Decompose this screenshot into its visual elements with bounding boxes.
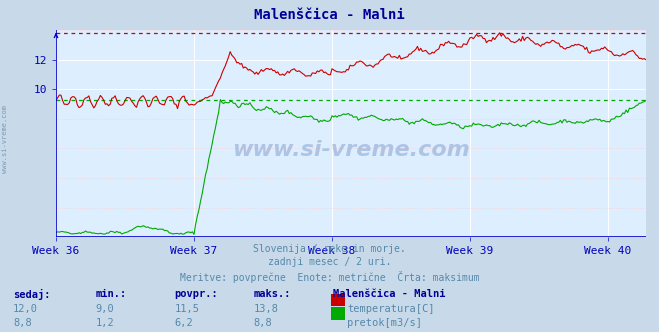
Text: 8,8: 8,8 <box>13 318 32 328</box>
Text: Malenščica - Malni: Malenščica - Malni <box>254 8 405 22</box>
Text: www.si-vreme.com: www.si-vreme.com <box>2 106 9 173</box>
Text: Slovenija / reke in morje.: Slovenija / reke in morje. <box>253 244 406 254</box>
Text: min.:: min.: <box>96 289 127 299</box>
Text: 9,0: 9,0 <box>96 304 114 314</box>
Text: Meritve: povprečne  Enote: metrične  Črta: maksimum: Meritve: povprečne Enote: metrične Črta:… <box>180 271 479 283</box>
Text: sedaj:: sedaj: <box>13 289 51 300</box>
Text: 13,8: 13,8 <box>254 304 279 314</box>
Text: 6,2: 6,2 <box>175 318 193 328</box>
Text: 1,2: 1,2 <box>96 318 114 328</box>
Text: temperatura[C]: temperatura[C] <box>347 304 435 314</box>
Text: maks.:: maks.: <box>254 289 291 299</box>
Text: 12,0: 12,0 <box>13 304 38 314</box>
Text: zadnji mesec / 2 uri.: zadnji mesec / 2 uri. <box>268 257 391 267</box>
Text: Malenščica - Malni: Malenščica - Malni <box>333 289 445 299</box>
Text: www.si-vreme.com: www.si-vreme.com <box>232 140 470 160</box>
Text: 8,8: 8,8 <box>254 318 272 328</box>
Text: pretok[m3/s]: pretok[m3/s] <box>347 318 422 328</box>
Text: povpr.:: povpr.: <box>175 289 218 299</box>
Text: 11,5: 11,5 <box>175 304 200 314</box>
